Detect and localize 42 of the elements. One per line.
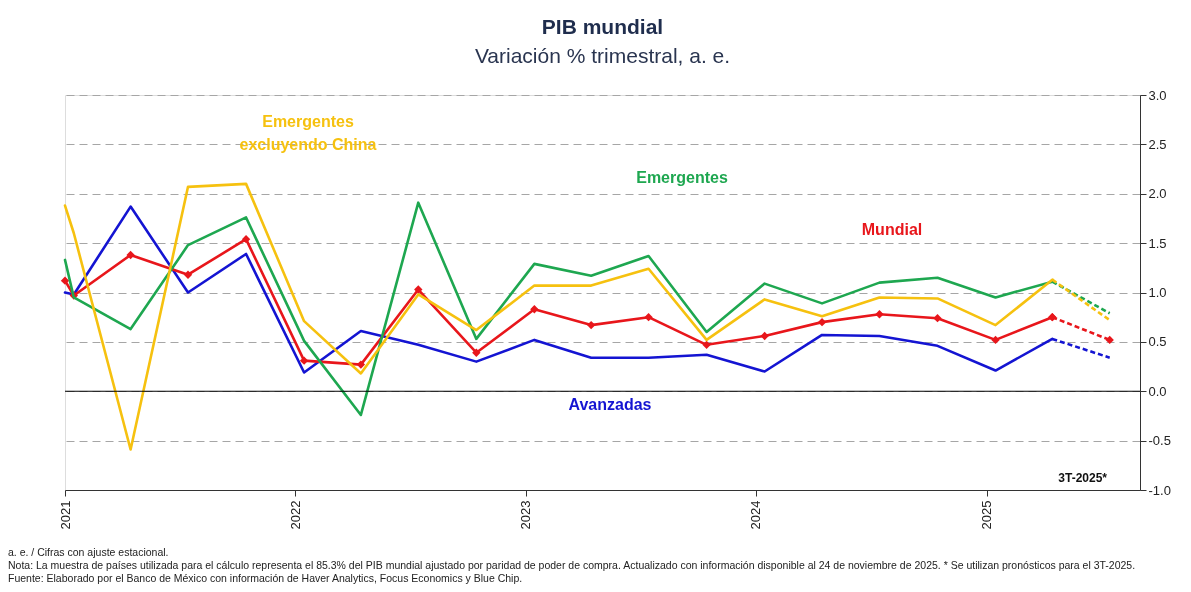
- x-tick-label: 2023: [518, 500, 534, 530]
- text: Avanzadas: [568, 396, 652, 413]
- y-tick-label: 0.0: [1148, 383, 1167, 399]
- annotation: 3T-2025*: [1058, 471, 1108, 485]
- chart-subtitle: Variación % trimestral, a. e.: [474, 44, 731, 67]
- text: Nota: La muestra de países utilizada para el cálculo representa el 85.3% del PIB mundial ajustado por paridad de poder de compra. Actualizado con información disponible al 24 de noviembre de 2025. * Se utilizan pronósticos para el 3T-2025.: [8, 559, 1136, 571]
- y-tick-label: -0.5: [1148, 433, 1171, 449]
- point: [1105, 335, 1114, 345]
- point: [414, 285, 423, 294]
- series-label: Emergentes excluyendo China: [239, 112, 377, 153]
- x-tick-label: 2024: [748, 500, 764, 530]
- point: [530, 305, 539, 314]
- source-note: Fuente: Elaborado por el Banco de México con información de Haver Analytics, Focus Economics y Blue Chip.: [8, 572, 523, 584]
- point: [472, 348, 481, 357]
- y-tick-label: 2.0: [1148, 186, 1167, 202]
- point: [183, 270, 193, 279]
- x-tick-label: 2022: [287, 500, 303, 530]
- point: [241, 234, 251, 244]
- y-tick-label: 2.5: [1148, 136, 1167, 152]
- point: [760, 331, 769, 341]
- x-tick-label: 2021: [57, 500, 73, 530]
- point: [875, 310, 884, 319]
- x-tick-label: 2025: [979, 500, 995, 530]
- y-tick-label: 3.0: [1148, 87, 1167, 103]
- text: Emergentes: [636, 169, 728, 186]
- y-tick-label: 1.5: [1148, 235, 1167, 251]
- point: [126, 250, 135, 260]
- point: [817, 317, 827, 327]
- y-tick-label: 0.5: [1148, 334, 1167, 350]
- point: [644, 313, 653, 322]
- point: [991, 335, 1000, 345]
- point: [586, 320, 596, 330]
- y-tick-label: 1.0: [1148, 285, 1167, 300]
- point: [702, 340, 711, 350]
- text: a. e. / Cifras con ajuste estacional.: [8, 546, 169, 558]
- point: [933, 313, 942, 323]
- text: Mundial: [861, 221, 923, 238]
- point: [356, 360, 366, 369]
- point: [60, 276, 70, 285]
- point: [299, 356, 309, 365]
- chart-title: PIB mundial: [541, 15, 664, 38]
- y-tick-label: -1.0: [1148, 482, 1171, 498]
